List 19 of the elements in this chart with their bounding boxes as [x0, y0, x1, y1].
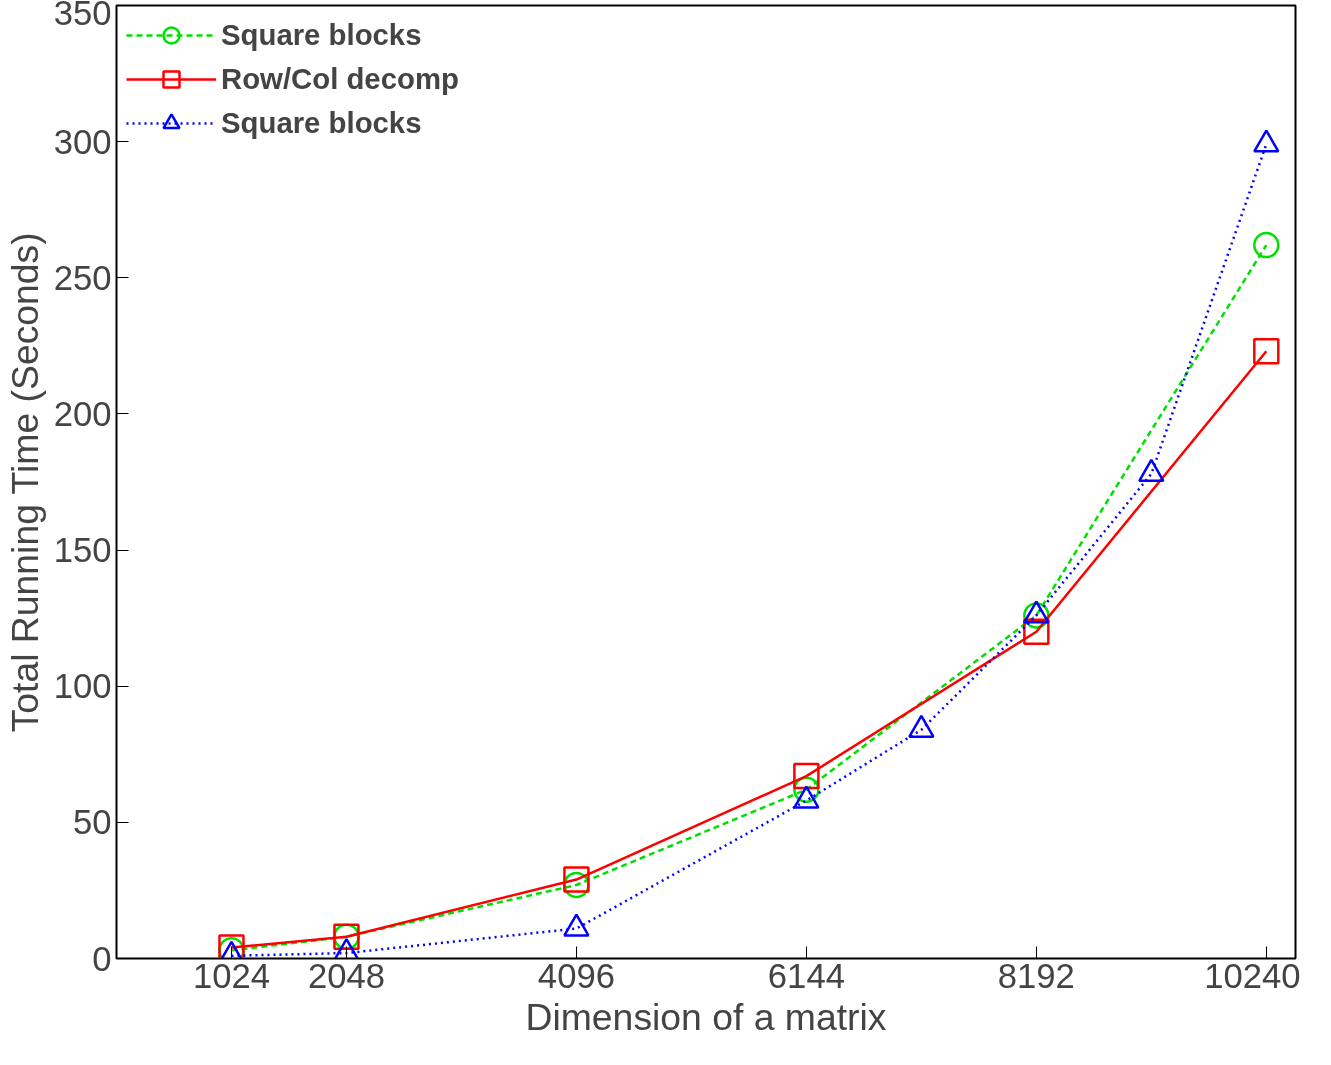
legend-label: Square blocks — [221, 18, 422, 52]
legend-label: Row/Col decomp — [221, 62, 459, 96]
legend-label: Square blocks — [221, 106, 422, 140]
x-tick-label: 6144 — [767, 956, 845, 995]
x-axis-title: Dimension of a matrix — [525, 995, 887, 1038]
y-tick-label: 100 — [53, 667, 112, 706]
y-tick-label: 0 — [92, 939, 112, 978]
x-tick-label: 8192 — [997, 956, 1075, 995]
x-tick-label: 1024 — [192, 956, 271, 995]
y-tick-label: 200 — [53, 394, 112, 433]
x-tick-label: 2048 — [307, 956, 386, 995]
x-tick-label: 4096 — [537, 956, 615, 995]
y-tick-label: 350 — [53, 0, 112, 32]
y-axis-title: Total Running Time (Seconds) — [3, 232, 46, 733]
y-tick-label: 250 — [53, 258, 112, 297]
y-tick-label: 300 — [53, 122, 112, 161]
x-tick-label: 10240 — [1204, 956, 1301, 995]
y-tick-label: 50 — [72, 803, 112, 842]
y-tick-label: 150 — [53, 531, 112, 570]
